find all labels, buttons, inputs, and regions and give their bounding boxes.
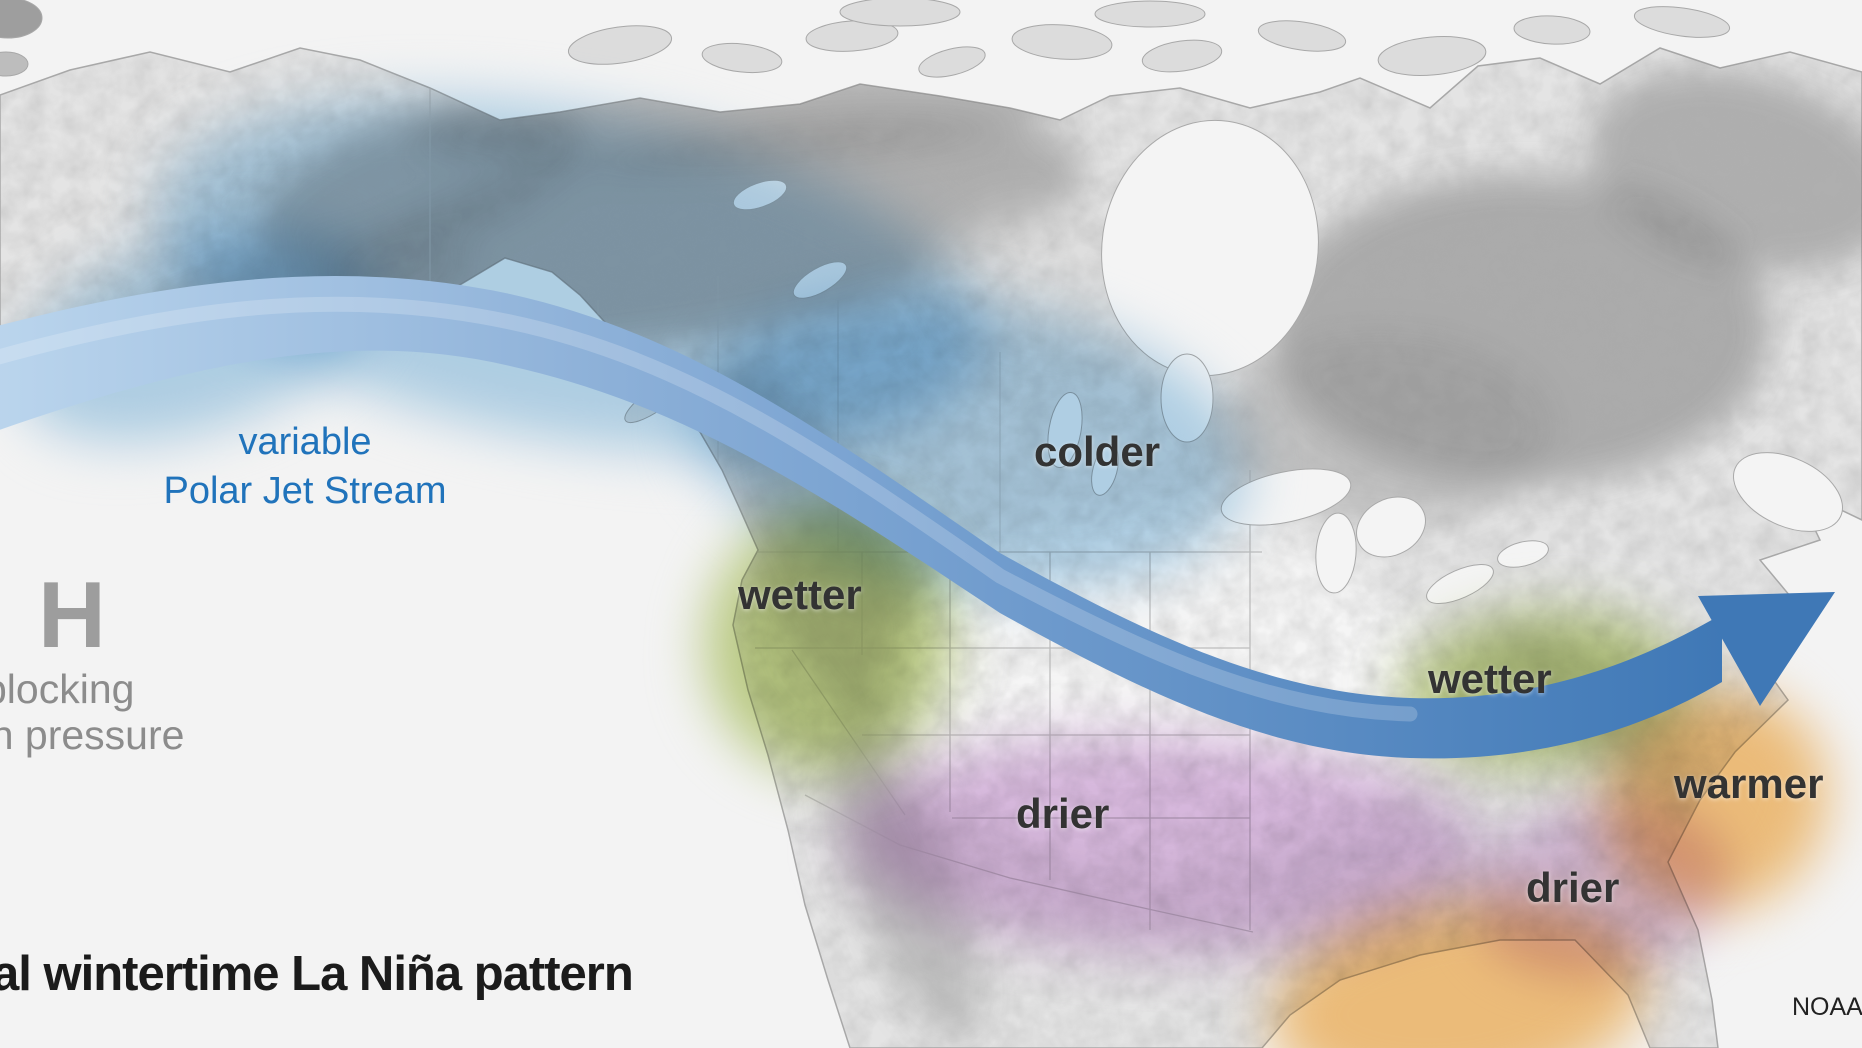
region-label-warmer-southeast: warmer — [1674, 760, 1824, 807]
high-pressure-symbol: H — [38, 562, 106, 667]
jet-stream-label: variable Polar Jet Stream — [115, 418, 495, 517]
map-title: al wintertime La Niña pattern — [0, 947, 634, 1001]
region-label-wetter-northwest: wetter — [738, 571, 862, 618]
attribution-noaa: NOAA — [1792, 993, 1862, 1021]
high-pressure-label-line1: blocking — [0, 666, 135, 712]
region-label-colder: colder — [1034, 428, 1161, 475]
james-bay — [1160, 353, 1214, 443]
region-label-drier-southwest: drier — [1016, 790, 1110, 837]
jet-stream-label-line2: Polar Jet Stream — [163, 470, 447, 513]
jet-stream-label-line1: variable — [238, 421, 372, 463]
region-label-drier-southeast: drier — [1526, 864, 1620, 911]
high-pressure-label-line2: high pressure — [0, 712, 185, 758]
region-label-wetter-ohio-valley: wetter — [1428, 655, 1552, 702]
